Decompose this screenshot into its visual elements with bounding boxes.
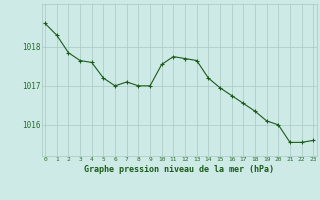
X-axis label: Graphe pression niveau de la mer (hPa): Graphe pression niveau de la mer (hPa) — [84, 165, 274, 174]
